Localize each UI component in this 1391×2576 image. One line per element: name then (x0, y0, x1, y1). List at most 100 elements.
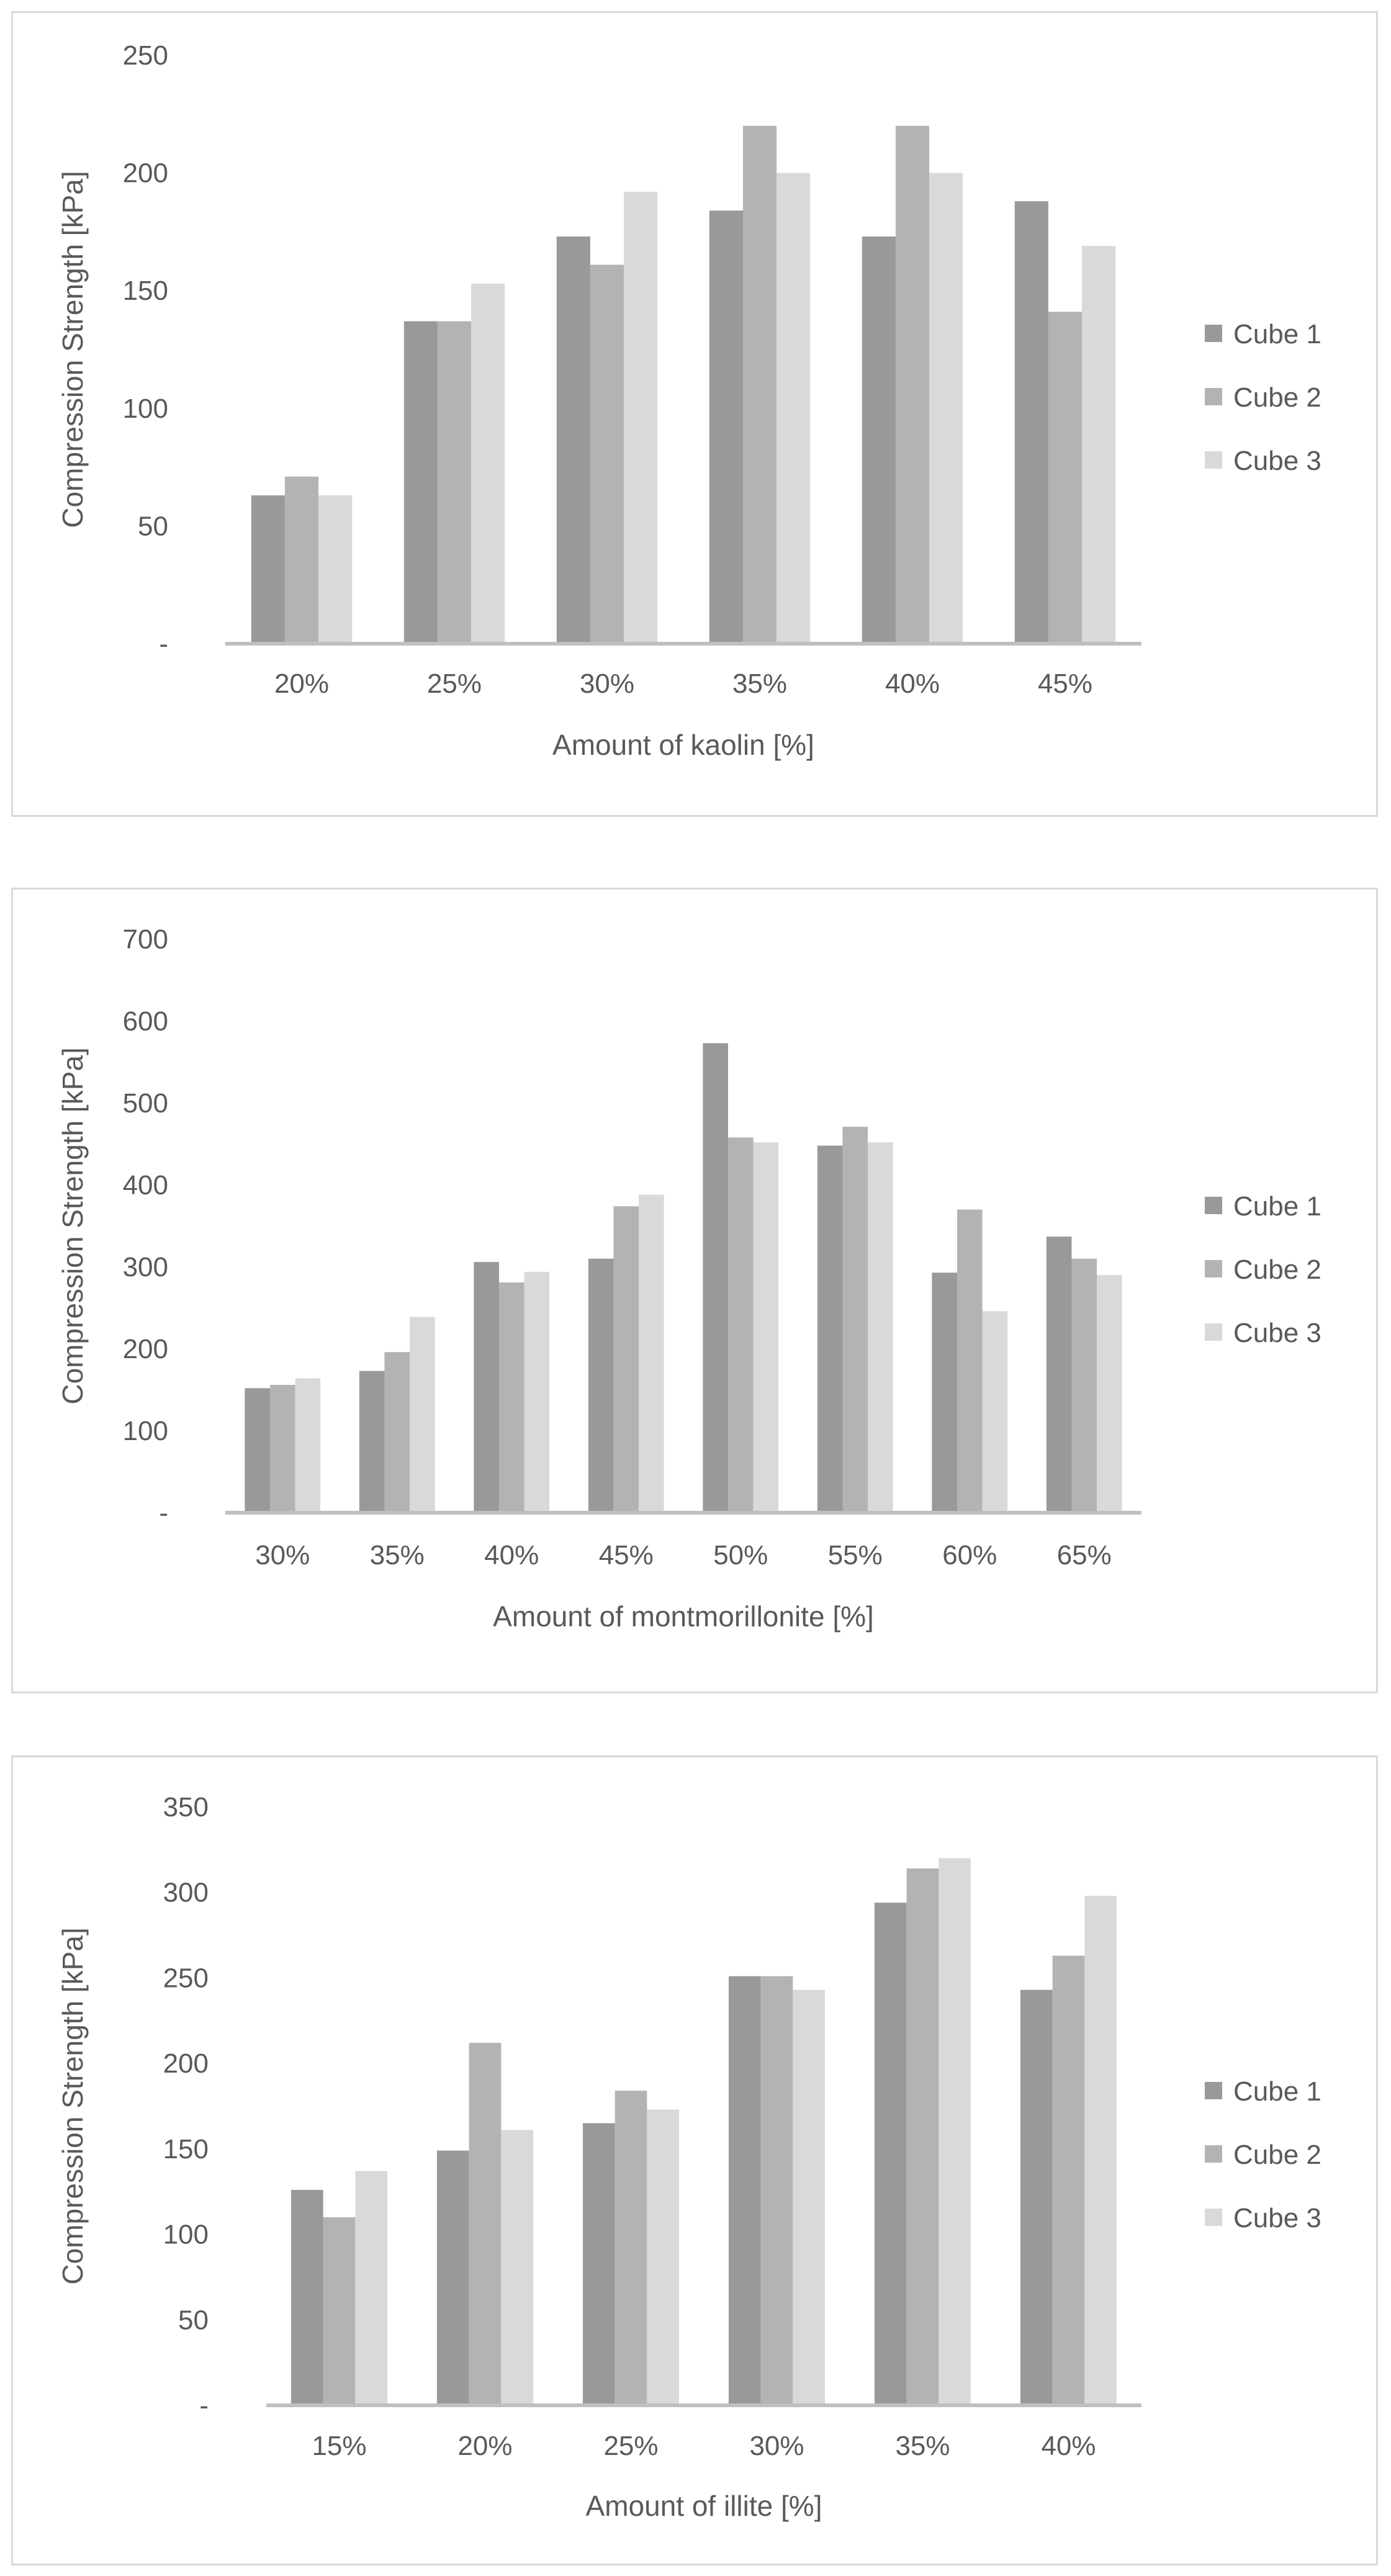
kaolin-chart-panel: - 50 100 150 200 250 20% 25% 30% 35% 40% 45% Amount … (11, 11, 1378, 817)
bar-cube1-35pct (709, 210, 743, 644)
bar-cube2-25pct (614, 2091, 647, 2405)
kaolin-legend: Cube 1 Cube 2 Cube 3 (1205, 319, 1321, 476)
x-tick-label: 15% (312, 2431, 366, 2461)
y-axis-title: Compression Strength [kPa] (56, 1927, 89, 2284)
montmorillonite-chart-panel: - 100 200 300 400 500 600 700 30% 35% 40% 45% 50% 55%… (11, 888, 1378, 1693)
bar-cube1-40pct (1020, 1989, 1053, 2405)
bar-cube2-40pct (498, 1282, 524, 1513)
bar-cube2-40pct (895, 125, 930, 644)
x-tick-label: 25% (427, 669, 482, 699)
bar-cube2-35pct (906, 1868, 939, 2405)
bar-cube3-65pct (1097, 1275, 1122, 1513)
montmorillonite-chart: - 100 200 300 400 500 600 700 30% 35% 40% 45% 50% 55%… (56, 924, 1321, 1633)
bar-cube2-40pct (1052, 1955, 1085, 2405)
x-axis-title: Amount of montmorillonite [%] (493, 1600, 874, 1633)
legend-swatch-3 (1205, 451, 1222, 469)
bar-cube3-20pct (318, 495, 353, 644)
bar-cube3-15pct (355, 2171, 388, 2405)
bar-cube1-55pct (817, 1145, 843, 1513)
y-tick-label: 250 (123, 40, 168, 71)
y-tick-label: 400 (123, 1170, 168, 1200)
y-axis-title: Compression Strength [kPa] (56, 171, 89, 528)
bar-cube1-20pct (251, 495, 285, 644)
legend-swatch-1 (1205, 325, 1222, 342)
bar-cube1-35pct (874, 1903, 907, 2405)
y-tick-label: 300 (123, 1252, 168, 1282)
bar-cube1-25pct (403, 321, 438, 644)
x-tick-label: 65% (1057, 1540, 1112, 1570)
bar-cube3-45pct (1082, 246, 1116, 644)
legend-swatch-1 (1205, 1197, 1222, 1214)
bar-cube1-25pct (582, 2123, 615, 2405)
x-tick-label: 20% (274, 669, 329, 699)
bar-cube3-35pct (939, 1858, 971, 2405)
y-tick-label: 200 (123, 158, 168, 189)
bar-cube2-35pct (384, 1352, 410, 1513)
legend-label-1: Cube 1 (1233, 2076, 1321, 2107)
x-tick-label: 35% (732, 669, 787, 699)
bar-cube3-30pct (624, 191, 658, 644)
bar-cube2-20pct (469, 2043, 502, 2405)
bar-cube3-35pct (777, 173, 811, 644)
x-tick-label: 35% (370, 1540, 425, 1570)
y-tick-label: 300 (163, 1878, 209, 1908)
y-tick-label: - (199, 2390, 209, 2421)
legend-label-3: Cube 3 (1233, 446, 1321, 476)
x-tick-label: 40% (484, 1540, 539, 1570)
bar-cube2-50pct (727, 1137, 754, 1513)
x-tick-label: 60% (942, 1540, 997, 1570)
bar-cube2-65pct (1071, 1258, 1097, 1513)
x-tick-label: 30% (255, 1540, 310, 1570)
bar-cube2-30pct (590, 264, 624, 644)
bar-cube3-30pct (295, 1378, 321, 1513)
legend-label-3: Cube 3 (1233, 2203, 1321, 2233)
y-tick-label: 350 (163, 1792, 209, 1822)
x-tick-label: 45% (599, 1540, 654, 1570)
bar-cube2-55pct (842, 1127, 868, 1513)
legend-label-1: Cube 1 (1233, 319, 1321, 349)
y-tick-label: 700 (123, 924, 168, 955)
bar-cube1-50pct (703, 1043, 728, 1513)
bar-cube2-45pct (1048, 312, 1083, 644)
legend-label-2: Cube 2 (1233, 382, 1321, 413)
legend-swatch-2 (1205, 1260, 1222, 1277)
x-tick-label: 45% (1038, 669, 1092, 699)
bar-cube1-35pct (359, 1371, 385, 1513)
bar-cube1-30pct (556, 236, 590, 644)
bar-cube1-45pct (588, 1258, 614, 1513)
y-tick-label: 50 (178, 2305, 209, 2335)
y-tick-label: 200 (123, 1334, 168, 1364)
kaolin-chart: - 50 100 150 200 250 20% 25% 30% 35% 40% 45% Amount … (56, 40, 1321, 761)
x-tick-label: 30% (749, 2431, 804, 2461)
bar-cube3-55pct (868, 1142, 893, 1513)
bar-cube1-30pct (245, 1388, 270, 1513)
x-tick-label: 55% (828, 1540, 883, 1570)
bar-cube1-65pct (1046, 1236, 1072, 1513)
bar-cube2-45pct (613, 1206, 639, 1513)
bar-cube2-30pct (760, 1976, 793, 2405)
bar-cube2-30pct (269, 1385, 295, 1513)
bar-cube3-60pct (982, 1311, 1008, 1513)
y-tick-label: 100 (123, 1416, 168, 1446)
y-tick-label: - (159, 1498, 168, 1528)
bar-cube2-25pct (437, 321, 472, 644)
legend-label-1: Cube 1 (1233, 1191, 1321, 1222)
y-tick-label: 600 (123, 1006, 168, 1037)
bar-cube3-45pct (639, 1194, 664, 1513)
x-tick-label: 40% (885, 669, 940, 699)
y-tick-label: - (159, 629, 168, 659)
bar-cube3-50pct (753, 1142, 779, 1513)
legend-swatch-1 (1205, 2082, 1222, 2099)
legend-swatch-2 (1205, 2145, 1222, 2163)
bar-cube1-40pct (862, 236, 896, 644)
bar-cube3-25pct (471, 283, 505, 644)
bar-cube1-15pct (290, 2189, 323, 2405)
bar-cube3-30pct (793, 1989, 826, 2405)
y-tick-label: 200 (163, 2048, 209, 2079)
x-tick-label: 35% (895, 2431, 950, 2461)
illite-legend: Cube 1 Cube 2 Cube 3 (1205, 2076, 1321, 2233)
bar-cube1-30pct (728, 1976, 761, 2405)
legend-swatch-3 (1205, 1323, 1222, 1341)
legend-swatch-2 (1205, 388, 1222, 405)
x-axis-title: Amount of illite [%] (586, 2490, 822, 2522)
